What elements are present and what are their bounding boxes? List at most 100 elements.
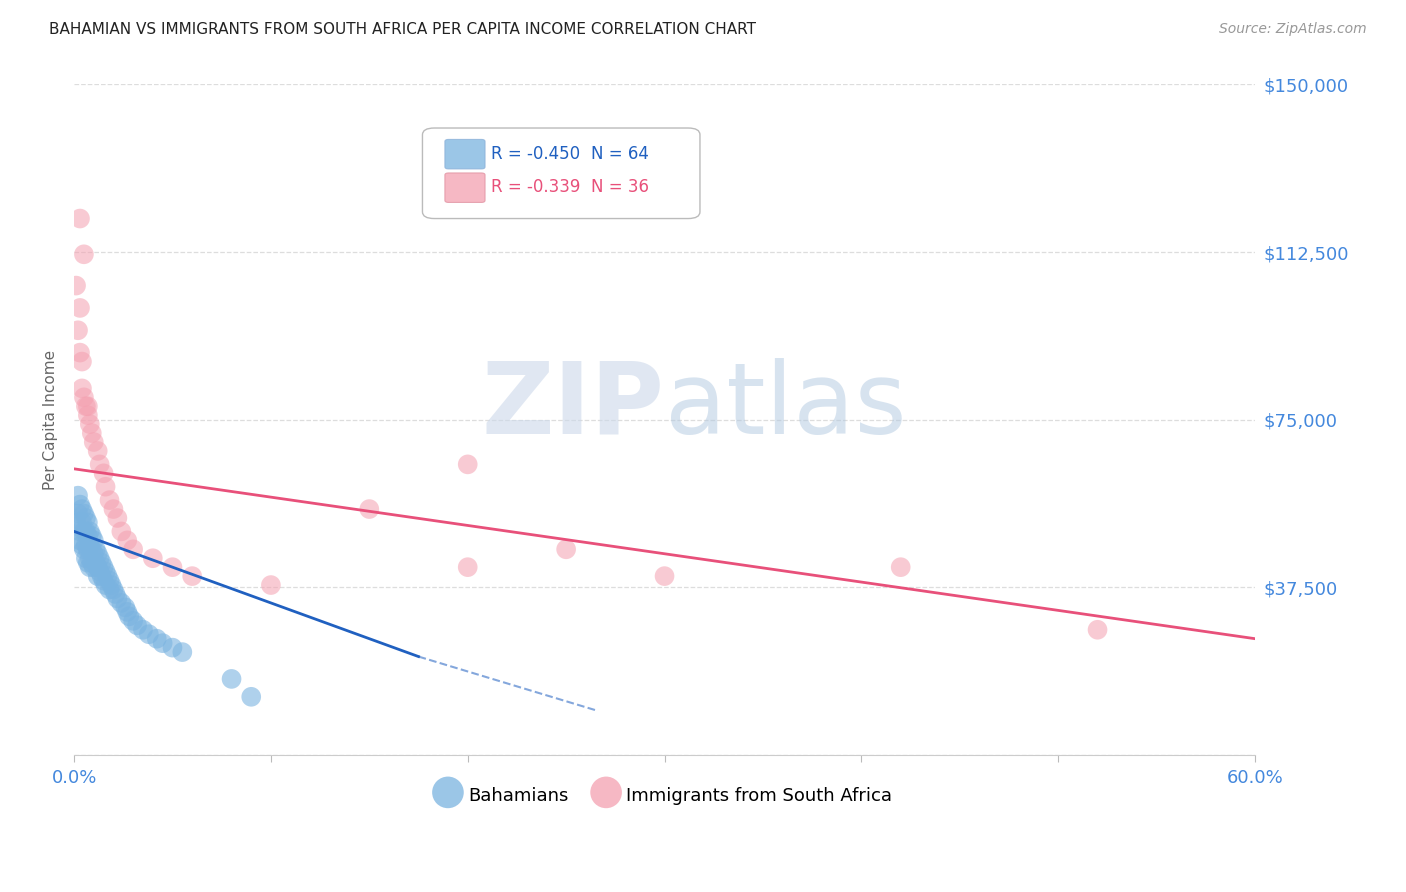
Point bbox=[84, 556, 107, 570]
Point bbox=[90, 556, 112, 570]
Point bbox=[89, 565, 111, 579]
Point bbox=[79, 551, 101, 566]
Point bbox=[83, 435, 105, 450]
Point bbox=[79, 560, 101, 574]
Point bbox=[94, 480, 117, 494]
Point bbox=[66, 323, 89, 337]
Point bbox=[98, 582, 121, 597]
Point bbox=[122, 614, 145, 628]
Point bbox=[70, 502, 93, 516]
Point bbox=[80, 542, 103, 557]
Point bbox=[80, 556, 103, 570]
Point bbox=[555, 542, 578, 557]
Point bbox=[75, 399, 97, 413]
Text: N = 64: N = 64 bbox=[592, 145, 650, 162]
Point bbox=[93, 574, 115, 588]
Point bbox=[94, 565, 117, 579]
Point bbox=[890, 560, 912, 574]
Point bbox=[70, 516, 93, 530]
Text: Source: ZipAtlas.com: Source: ZipAtlas.com bbox=[1219, 22, 1367, 37]
Point bbox=[172, 645, 194, 659]
Point bbox=[69, 211, 91, 226]
Point bbox=[86, 560, 108, 574]
Point bbox=[65, 516, 87, 530]
Point bbox=[122, 542, 145, 557]
Point bbox=[69, 301, 91, 315]
Point bbox=[69, 524, 91, 539]
Point bbox=[79, 417, 101, 431]
Point bbox=[93, 560, 115, 574]
Point bbox=[75, 524, 97, 539]
Point bbox=[359, 502, 381, 516]
Point bbox=[79, 524, 101, 539]
Point bbox=[83, 547, 105, 561]
FancyBboxPatch shape bbox=[444, 139, 485, 169]
Point bbox=[76, 399, 98, 413]
Point bbox=[125, 618, 148, 632]
Point bbox=[76, 556, 98, 570]
Point bbox=[89, 458, 111, 472]
Point bbox=[110, 524, 132, 539]
Point bbox=[75, 538, 97, 552]
Point bbox=[89, 551, 111, 566]
Text: BAHAMIAN VS IMMIGRANTS FROM SOUTH AFRICA PER CAPITA INCOME CORRELATION CHART: BAHAMIAN VS IMMIGRANTS FROM SOUTH AFRICA… bbox=[49, 22, 756, 37]
Point bbox=[70, 354, 93, 368]
FancyBboxPatch shape bbox=[422, 128, 700, 219]
Point bbox=[73, 390, 96, 404]
Point bbox=[145, 632, 167, 646]
Point bbox=[84, 542, 107, 557]
Point bbox=[86, 569, 108, 583]
Point bbox=[240, 690, 263, 704]
Point bbox=[75, 551, 97, 566]
Point bbox=[73, 507, 96, 521]
Point bbox=[65, 278, 87, 293]
Text: R = -0.450: R = -0.450 bbox=[491, 145, 581, 162]
Point bbox=[69, 498, 91, 512]
Point bbox=[90, 569, 112, 583]
Point bbox=[76, 542, 98, 557]
Legend: Bahamians, Immigrants from South Africa: Bahamians, Immigrants from South Africa bbox=[430, 776, 900, 813]
Point bbox=[75, 511, 97, 525]
Point bbox=[66, 507, 89, 521]
Point bbox=[73, 542, 96, 557]
Point bbox=[83, 533, 105, 548]
Point bbox=[94, 578, 117, 592]
Point bbox=[96, 569, 118, 583]
Point bbox=[66, 489, 89, 503]
Point bbox=[80, 529, 103, 543]
Point bbox=[105, 591, 128, 606]
Point bbox=[162, 560, 184, 574]
Point bbox=[86, 444, 108, 458]
Point bbox=[93, 467, 115, 481]
Point bbox=[181, 569, 204, 583]
Point bbox=[83, 560, 105, 574]
Point bbox=[132, 623, 155, 637]
Point bbox=[457, 458, 479, 472]
Point bbox=[110, 596, 132, 610]
Point bbox=[73, 247, 96, 261]
Text: R = -0.339: R = -0.339 bbox=[491, 178, 581, 196]
Point bbox=[1087, 623, 1109, 637]
Y-axis label: Per Capita Income: Per Capita Income bbox=[44, 350, 58, 490]
Point bbox=[69, 533, 91, 548]
Point bbox=[76, 408, 98, 422]
Point bbox=[260, 578, 283, 592]
Point bbox=[76, 529, 98, 543]
Point bbox=[103, 502, 125, 516]
FancyBboxPatch shape bbox=[444, 173, 485, 202]
Point bbox=[80, 426, 103, 441]
Point bbox=[138, 627, 160, 641]
Point bbox=[79, 538, 101, 552]
Point bbox=[98, 493, 121, 508]
Point bbox=[70, 381, 93, 395]
Point bbox=[115, 605, 138, 619]
Point bbox=[118, 609, 141, 624]
Text: ZIP: ZIP bbox=[482, 358, 665, 455]
Point bbox=[457, 560, 479, 574]
Point bbox=[100, 578, 122, 592]
Point bbox=[221, 672, 243, 686]
Point bbox=[73, 524, 96, 539]
Point bbox=[86, 547, 108, 561]
Point bbox=[104, 587, 127, 601]
Point bbox=[69, 345, 91, 359]
